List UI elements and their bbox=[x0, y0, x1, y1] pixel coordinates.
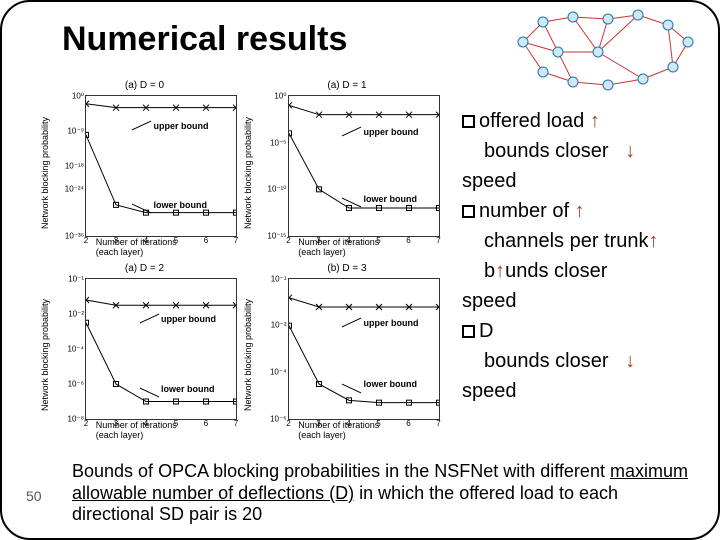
bullet-2-label: number of bbox=[479, 200, 569, 222]
xtick-label: 6 bbox=[204, 236, 208, 245]
arrow-up-icon: ↑ bbox=[575, 197, 585, 225]
xtick-label: 4 bbox=[144, 419, 148, 428]
xtick-label: 3 bbox=[316, 419, 320, 428]
page-title: Numerical results bbox=[62, 20, 347, 59]
caption-text: Bounds of OPCA blocking probabilities in… bbox=[72, 461, 698, 526]
lower-bound-label: lower bound bbox=[364, 194, 418, 204]
chart-ylabel: Network blocking probability bbox=[40, 299, 50, 411]
ytick-label: 10⁻² bbox=[68, 309, 84, 318]
xtick-label: 7 bbox=[234, 419, 238, 428]
chart-title: (a) D = 1 bbox=[327, 80, 366, 91]
bullet-box-icon bbox=[462, 325, 475, 338]
chart-3: (b) D = 3Network blocking probabilityNum… bbox=[250, 263, 445, 438]
xtick-label: 5 bbox=[174, 419, 178, 428]
xtick-label: 6 bbox=[204, 419, 208, 428]
network-diagram bbox=[503, 7, 703, 97]
ytick-label: 10⁻⁵ bbox=[270, 138, 286, 147]
bullet-box-icon bbox=[462, 115, 475, 128]
xtick-label: 4 bbox=[346, 236, 350, 245]
ytick-label: 10⁻² bbox=[271, 321, 287, 330]
lower-bound-label: lower bound bbox=[154, 200, 208, 210]
xtick-label: 2 bbox=[84, 419, 88, 428]
ytick-label: 10⁻¹ bbox=[271, 274, 287, 283]
ytick-label: 10⁻²⁴ bbox=[65, 185, 84, 194]
arrow-down-icon: ↓ bbox=[625, 347, 635, 375]
bullet-1: offered load ↑ bbox=[462, 107, 712, 135]
ytick-label: 10⁻⁴ bbox=[67, 344, 84, 353]
upper-bound-label: upper bound bbox=[364, 127, 419, 137]
bullet-1-label: offered load bbox=[479, 110, 584, 132]
upper-bound-label: upper bound bbox=[161, 314, 216, 324]
xtick-label: 7 bbox=[234, 236, 238, 245]
xtick-label: 6 bbox=[406, 419, 410, 428]
ytick-label: 10⁻⁶ bbox=[68, 379, 84, 388]
bullet-2-cont: channels per trunk↑ bbox=[462, 227, 712, 255]
ytick-label: 10⁰ bbox=[274, 92, 286, 101]
xtick-label: 2 bbox=[286, 419, 290, 428]
ytick-label: 10⁻¹⁵ bbox=[267, 232, 286, 241]
xtick-label: 2 bbox=[84, 236, 88, 245]
plot-area: 10⁰10⁻⁵10⁻¹⁰10⁻¹⁵234567upper boundlower … bbox=[288, 95, 440, 237]
bullet-3-sub2: speed bbox=[462, 377, 712, 405]
ytick-label: 10⁻⁸ bbox=[68, 414, 85, 423]
chart-ylabel: Network blocking probability bbox=[243, 299, 253, 411]
xtick-label: 5 bbox=[376, 419, 380, 428]
arrow-up-icon: ↑ bbox=[649, 227, 659, 255]
bullet-1-sub1: bounds closer ↓ bbox=[462, 137, 712, 165]
ytick-label: 10⁻¹⁸ bbox=[65, 162, 84, 171]
xtick-label: 3 bbox=[316, 236, 320, 245]
charts-grid: (a) D = 0Network blocking probabilityNum… bbox=[47, 80, 447, 440]
chart-title: (a) D = 2 bbox=[125, 263, 164, 274]
arrow-up-icon: ↑ bbox=[590, 107, 600, 135]
bullet-2-sub2: speed bbox=[462, 287, 712, 315]
bullet-2: number of ↑ bbox=[462, 197, 712, 225]
lower-bound-label: lower bound bbox=[364, 379, 418, 389]
arrow-up-icon: ↑ bbox=[495, 257, 505, 285]
ytick-label: 10⁻⁹ bbox=[67, 127, 84, 136]
chart-2: (a) D = 2Network blocking probabilityNum… bbox=[47, 263, 242, 438]
page-number: 50 bbox=[26, 488, 42, 504]
ytick-label: 10⁻⁶ bbox=[270, 414, 286, 423]
ytick-label: 10⁻³⁶ bbox=[65, 232, 84, 241]
bullet-3: D bbox=[462, 317, 712, 345]
chart-1: (a) D = 1Network blocking probabilityNum… bbox=[250, 80, 445, 255]
bullet-3-sub1: bounds closer ↓ bbox=[462, 347, 712, 375]
xtick-label: 3 bbox=[114, 236, 118, 245]
chart-0: (a) D = 0Network blocking probabilityNum… bbox=[47, 80, 242, 255]
bullet-1-sub2: speed bbox=[462, 167, 712, 195]
upper-bound-label: upper bound bbox=[154, 121, 209, 131]
plot-area: 10⁰10⁻⁹10⁻¹⁸10⁻²⁴10⁻³⁶234567upper boundl… bbox=[85, 95, 237, 237]
xtick-label: 5 bbox=[174, 236, 178, 245]
chart-ylabel: Network blocking probability bbox=[40, 116, 50, 228]
ytick-label: 10⁻⁴ bbox=[270, 367, 287, 376]
chart-ylabel: Network blocking probability bbox=[243, 116, 253, 228]
lower-bound-label: lower bound bbox=[161, 384, 215, 394]
arrow-down-icon: ↓ bbox=[625, 137, 635, 165]
xtick-label: 6 bbox=[406, 236, 410, 245]
chart-title: (a) D = 0 bbox=[125, 80, 164, 91]
xtick-label: 2 bbox=[286, 236, 290, 245]
xtick-label: 5 bbox=[376, 236, 380, 245]
bullet-2-sub1: b↑unds closer bbox=[462, 257, 712, 285]
bullet-3-label: D bbox=[479, 320, 493, 342]
bullet-list: offered load ↑ bounds closer ↓ speed num… bbox=[462, 107, 712, 407]
xtick-label: 7 bbox=[436, 236, 440, 245]
xtick-label: 4 bbox=[144, 236, 148, 245]
bullet-box-icon bbox=[462, 205, 475, 218]
ytick-label: 10⁻¹ bbox=[68, 274, 84, 283]
plot-area: 10⁻¹10⁻²10⁻⁴10⁻⁶10⁻⁸234567upper boundlow… bbox=[85, 278, 237, 420]
chart-title: (b) D = 3 bbox=[327, 263, 366, 274]
ytick-label: 10⁻¹⁰ bbox=[268, 185, 287, 194]
upper-bound-label: upper bound bbox=[364, 318, 419, 328]
xtick-label: 7 bbox=[436, 419, 440, 428]
xtick-label: 4 bbox=[346, 419, 350, 428]
ytick-label: 10⁰ bbox=[72, 92, 84, 101]
plot-area: 10⁻¹10⁻²10⁻⁴10⁻⁶234567upper boundlower b… bbox=[288, 278, 440, 420]
xtick-label: 3 bbox=[114, 419, 118, 428]
